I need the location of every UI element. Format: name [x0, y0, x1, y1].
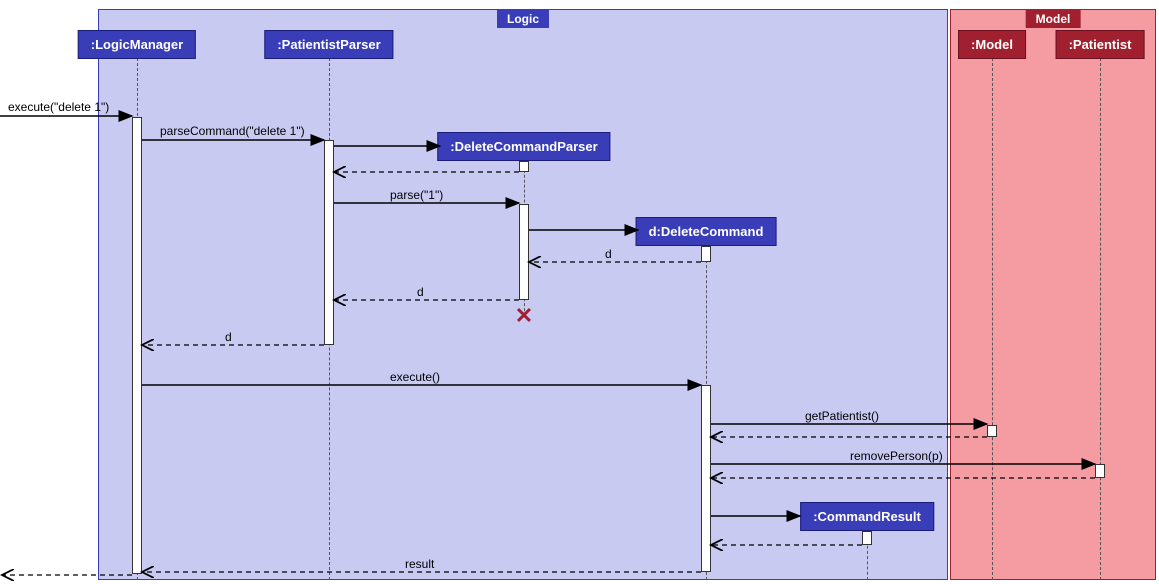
msg-result: result [405, 557, 434, 571]
logic-frame-label: Logic [497, 10, 549, 28]
participant-patientist: :Patientist [1056, 30, 1145, 59]
msg-getpatientist: getPatientist() [805, 409, 879, 423]
msg-return-d-3: d [225, 330, 232, 344]
activation-pat [1095, 464, 1105, 478]
activation-cr [862, 531, 872, 545]
msg-parse-1: parse("1") [390, 188, 443, 202]
activation-dcp1 [519, 161, 529, 172]
activation-dcp2 [519, 204, 529, 300]
lifeline-pat [1100, 58, 1101, 580]
activation-dc1 [701, 246, 711, 262]
participant-patientistparser: :PatientistParser [264, 30, 393, 59]
model-frame-label: Model [1026, 10, 1081, 28]
participant-model: :Model [958, 30, 1026, 59]
msg-execute-delete1: execute("delete 1") [8, 100, 109, 114]
lifeline-mdl [992, 58, 993, 580]
model-frame: Model [950, 9, 1156, 580]
participant-deletecommand: d:DeleteCommand [636, 217, 777, 246]
msg-parsecommand: parseCommand("delete 1") [160, 124, 305, 138]
destroy-icon: ✕ [515, 303, 533, 329]
activation-mdl [987, 425, 997, 437]
activation-lm [132, 117, 142, 574]
participant-logicmanager: :LogicManager [78, 30, 196, 59]
msg-execute: execute() [390, 370, 440, 384]
activation-dc2 [701, 385, 711, 572]
activation-pp [324, 140, 334, 345]
msg-return-d-1: d [605, 247, 612, 261]
participant-deletecommandparser: :DeleteCommandParser [437, 132, 610, 161]
msg-removeperson: removePerson(p) [850, 449, 943, 463]
participant-commandresult: :CommandResult [800, 502, 934, 531]
msg-return-d-2: d [417, 285, 424, 299]
